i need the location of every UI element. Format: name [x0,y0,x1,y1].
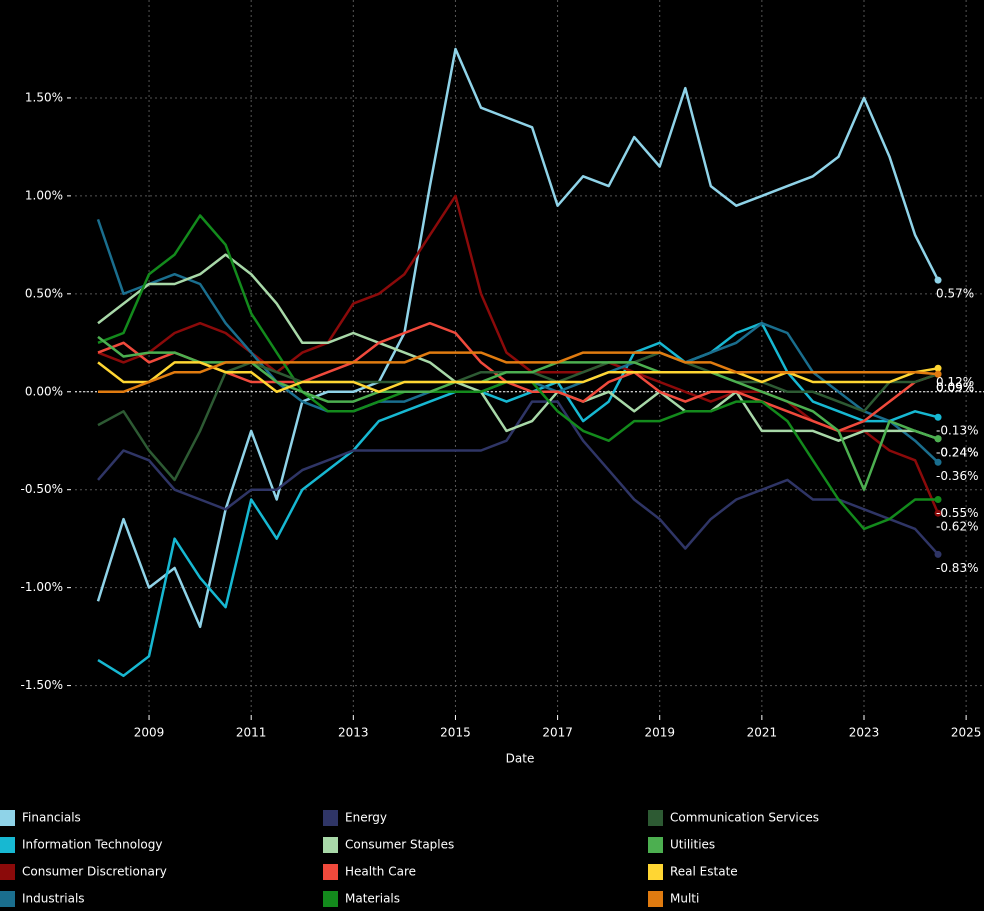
value-label: 0.09% [936,381,974,395]
legend-label: Consumer Staples [345,838,454,852]
end-point [934,509,942,517]
end-point [934,364,942,372]
value-label: -0.24% [936,445,978,459]
y-tick-label: -0.50% [21,482,63,496]
legend-label: Communication Services [670,811,819,825]
y-tick-label: -1.00% [21,580,63,594]
x-tick-label: 2023 [849,726,880,740]
end-point [934,550,942,558]
legend-label: Materials [345,892,400,906]
value-label: 0.57% [936,287,974,301]
legend-swatch [648,864,663,880]
legend-swatch [323,891,338,907]
series-line [97,321,939,678]
value-label: 0.12% [936,375,974,389]
y-tick-label: 0.00% [25,384,63,398]
legend-swatch [323,837,338,853]
value-label: -0.62% [936,520,978,534]
value-label: -0.13% [936,424,978,438]
value-label: -0.36% [936,469,978,483]
end-point [934,495,942,503]
legend-swatch [0,837,15,853]
x-tick-label: 2021 [747,726,778,740]
end-point [934,435,942,443]
end-point [934,370,942,378]
x-tick-label: 2015 [440,726,471,740]
series-line [97,321,939,433]
legend-label: Consumer Discretionary [22,865,167,879]
legend-label: Information Technology [22,838,163,852]
x-tick-label: 2009 [134,726,165,740]
legend-swatch [0,891,15,907]
value-label: -0.55% [936,506,978,520]
legend-swatch [648,810,663,826]
x-tick-label: 2017 [542,726,573,740]
legend-swatch [323,864,338,880]
value-label: -0.83% [936,561,978,575]
x-tick-label: 2019 [644,726,675,740]
series-line [96,47,940,629]
end-point [934,458,942,466]
legend-label: Real Estate [670,865,738,879]
series-line [97,361,939,394]
value-label: -0.24% [936,445,978,459]
end-point [934,413,942,421]
end-point [934,276,942,284]
legend-label: Energy [345,811,387,825]
legend-swatch [648,891,663,907]
series-line [98,351,939,394]
y-tick-label: 0.50% [25,286,63,300]
legend-label: Financials [22,811,81,825]
legend-swatch [323,810,338,826]
legend-swatch [648,837,663,853]
legend-label: Utilities [670,838,715,852]
legend-label: Multi [670,892,699,906]
y-tick-label: 1.00% [25,188,63,202]
y-tick-label: 1.50% [25,90,63,104]
legend-label: Health Care [345,865,416,879]
value-label: 0.09% [936,381,974,395]
x-axis-label: Date [506,752,535,766]
legend-label: Industrials [22,892,85,906]
x-tick-label: 2025 [951,726,982,740]
y-tick-label: -1.50% [21,678,63,692]
series-line [97,253,939,442]
value-label: 0.09% [936,381,974,395]
legend-swatch [0,864,15,880]
x-tick-label: 2011 [236,726,267,740]
legend-swatch [0,810,15,826]
x-tick-label: 2013 [338,726,369,740]
series-line [97,400,939,556]
